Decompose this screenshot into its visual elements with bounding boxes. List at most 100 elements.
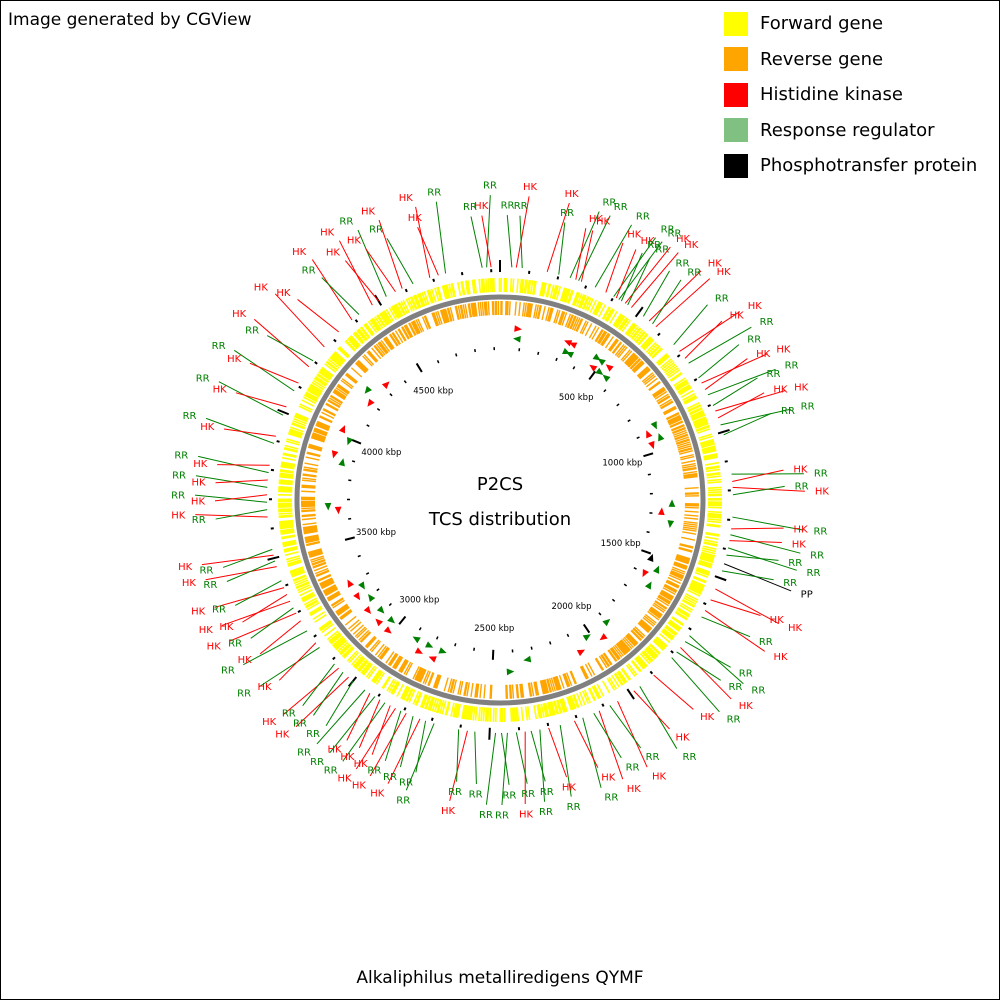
reverse-gene-mark — [459, 681, 464, 696]
forward-gene-mark — [627, 324, 638, 337]
feature-leader-line — [515, 732, 528, 784]
forward-gene-mark — [563, 288, 570, 303]
reverse-gene-mark — [668, 574, 683, 582]
reverse-gene-mark — [514, 301, 517, 316]
outer-tick — [313, 634, 317, 638]
feature-label: HK — [257, 682, 272, 693]
reverse-gene-mark — [399, 659, 409, 673]
forward-gene-mark — [423, 291, 430, 305]
reverse-gene-mark — [619, 640, 630, 653]
forward-gene-mark — [405, 688, 413, 702]
reverse-gene-mark — [371, 347, 382, 360]
feature-label: RR — [814, 468, 828, 479]
feature-leader-line — [358, 699, 381, 749]
forward-gene-mark — [324, 363, 337, 373]
forward-gene-mark — [549, 701, 555, 716]
forward-gene-mark — [329, 633, 342, 644]
forward-gene-mark — [280, 529, 295, 533]
reverse-gene-mark — [441, 309, 448, 324]
reverse-gene-mark — [306, 451, 321, 457]
forward-gene-mark — [520, 279, 524, 294]
feature-leader-line — [573, 720, 599, 768]
feature-label: RR — [760, 317, 774, 328]
feature-label: RR — [196, 373, 210, 384]
forward-gene-mark — [302, 594, 316, 603]
forward-gene-mark — [453, 703, 458, 718]
reverse-gene-mark — [489, 684, 492, 699]
feature-label: HK — [320, 228, 335, 239]
forward-gene-mark — [605, 308, 614, 322]
ruler-major-tick — [398, 615, 407, 625]
reverse-gene-mark — [414, 666, 422, 681]
outer-tick — [459, 724, 462, 728]
reverse-gene-mark — [527, 682, 532, 697]
forward-gene-mark — [707, 518, 722, 521]
forward-gene-mark — [677, 384, 691, 394]
feature-label: PP — [801, 589, 813, 600]
reverse-gene-mark — [370, 640, 382, 653]
reverse-gene-mark — [316, 422, 330, 430]
reverse-gene-mark — [341, 378, 354, 388]
reverse-gene-mark — [679, 543, 694, 548]
reverse-gene-mark — [661, 589, 675, 598]
reverse-gene-mark — [301, 510, 316, 513]
forward-gene-mark — [627, 663, 638, 676]
forward-gene-mark — [625, 323, 636, 336]
ruler-minor-tick — [454, 643, 457, 647]
reverse-gene-mark — [649, 607, 662, 618]
reverse-gene-mark — [369, 639, 380, 652]
legend-swatch-response-regulator — [724, 118, 748, 143]
reverse-gene-mark — [355, 361, 367, 373]
forward-gene-mark — [360, 661, 371, 674]
forward-gene-mark — [319, 620, 332, 631]
forward-gene-mark — [461, 281, 466, 296]
forward-gene-mark — [293, 415, 308, 423]
forward-gene-mark — [636, 655, 647, 668]
forward-gene-mark — [358, 660, 369, 673]
reverse-gene-mark — [303, 468, 318, 472]
forward-gene-mark — [332, 353, 344, 364]
forward-gene-mark — [352, 332, 364, 345]
forward-gene-mark — [338, 642, 351, 654]
credit-text: Image generated by CGView — [8, 10, 252, 30]
forward-gene-mark — [382, 310, 392, 324]
feature-label: HK — [519, 809, 534, 820]
forward-gene-mark — [279, 519, 294, 523]
tcs-triangle — [513, 335, 521, 343]
reverse-gene-mark — [617, 346, 628, 359]
forward-gene-mark — [582, 690, 590, 704]
forward-gene-mark — [641, 336, 652, 349]
reverse-gene-mark — [612, 342, 623, 355]
feature-label: RR — [668, 229, 682, 240]
forward-gene-mark — [286, 557, 301, 563]
reverse-gene-mark — [312, 561, 327, 568]
forward-gene-mark — [280, 528, 295, 532]
feature-leader-line — [530, 730, 546, 782]
reverse-gene-mark — [327, 591, 340, 600]
outer-tick — [332, 656, 336, 661]
reverse-gene-mark — [581, 665, 589, 679]
forward-gene-mark — [406, 688, 414, 702]
reverse-gene-mark — [595, 329, 604, 343]
feature-label: RR — [788, 558, 802, 569]
forward-gene-mark — [658, 355, 670, 366]
feature-label: HK — [756, 349, 771, 360]
reverse-gene-mark — [670, 570, 684, 578]
ruler-minor-tick — [627, 419, 631, 423]
reverse-gene-mark — [596, 330, 606, 344]
reverse-gene-mark — [359, 631, 371, 643]
reverse-gene-mark — [398, 658, 407, 672]
reverse-gene-mark — [303, 466, 318, 471]
forward-gene-mark — [693, 418, 708, 425]
reverse-gene-mark — [541, 679, 547, 694]
forward-gene-mark — [520, 706, 524, 721]
ruler-major-tick — [641, 549, 652, 555]
forward-gene-mark — [392, 305, 401, 319]
forward-gene-mark — [287, 432, 302, 439]
feature-label: RR — [399, 777, 413, 788]
forward-gene-mark — [346, 650, 358, 662]
ruler-label: 3500 kbp — [356, 528, 396, 538]
ruler-minor-tick — [436, 360, 440, 364]
forward-gene-mark — [584, 297, 592, 311]
feature-label: HK — [199, 625, 214, 636]
